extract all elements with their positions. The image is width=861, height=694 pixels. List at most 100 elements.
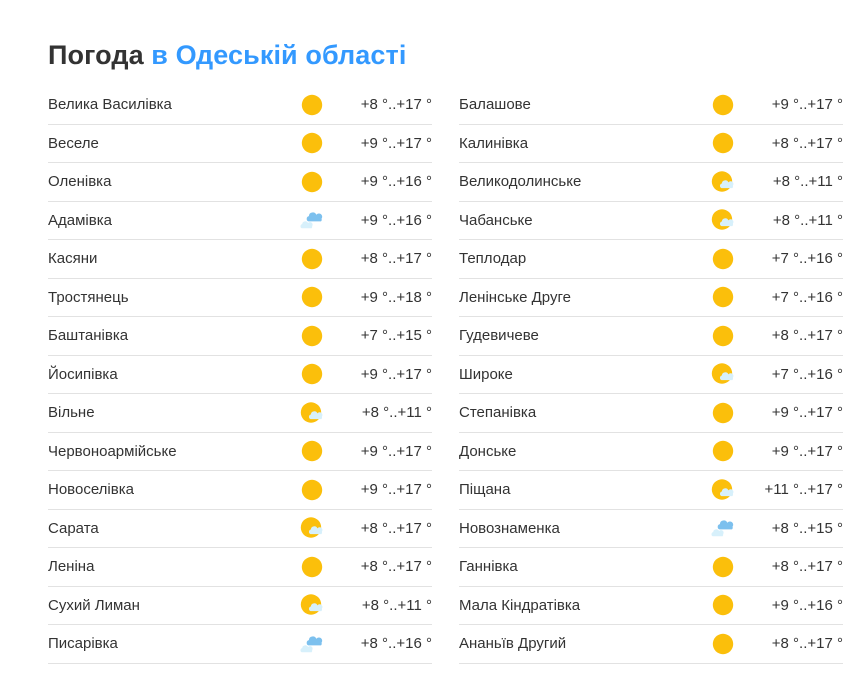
- weather-row[interactable]: Мала Кіндратівка +9 °..+16 °: [459, 586, 843, 625]
- temperature-range: +8 °..+17 °: [771, 635, 843, 653]
- weather-row[interactable]: Вільне +8 °..+11 °: [48, 394, 432, 433]
- sun-icon: [699, 432, 747, 470]
- sun-behind-cloud-icon: [288, 509, 336, 547]
- weather-row[interactable]: Сарата +8 °..+17 °: [48, 509, 432, 548]
- city-name[interactable]: Ганнівка: [459, 558, 518, 576]
- cloud-icon: [288, 625, 336, 663]
- temperature-range: +8 °..+11 °: [772, 211, 843, 229]
- temperature-range: +7 °..+16 °: [771, 288, 843, 306]
- weather-row[interactable]: Велика Василівка +8 °..+17 °: [48, 86, 432, 125]
- temperature-range: +8 °..+17 °: [771, 327, 843, 345]
- city-name[interactable]: Чабанське: [459, 211, 533, 229]
- sun-behind-cloud-icon: [288, 586, 336, 624]
- weather-row[interactable]: Новознаменка +8 °..+15 °: [459, 510, 843, 548]
- weather-row[interactable]: Червоноармійське +9 °..+17 °: [48, 433, 432, 471]
- city-name[interactable]: Леніна: [48, 558, 95, 576]
- sun-icon: [288, 471, 336, 509]
- city-name[interactable]: Червоноармійське: [48, 442, 177, 460]
- page-title: Погода в Одеській області: [48, 38, 406, 72]
- city-name[interactable]: Сарата: [48, 519, 99, 537]
- weather-row[interactable]: Баштанівка +7 °..+15 °: [48, 317, 432, 356]
- weather-row[interactable]: Чабанське +8 °..+11 °: [459, 201, 843, 240]
- weather-row[interactable]: Леніна +8 °..+17 °: [48, 548, 432, 587]
- temperature-range: +11 °..+17 °: [764, 481, 843, 499]
- sun-icon: [288, 355, 336, 393]
- city-name[interactable]: Тростянець: [48, 288, 129, 306]
- city-name[interactable]: Баштанівка: [48, 327, 129, 345]
- temperature-range: +9 °..+17 °: [771, 404, 843, 422]
- temperature-range: +9 °..+17 °: [360, 442, 432, 460]
- cloud-icon: [288, 201, 336, 239]
- weather-row[interactable]: Тростянець +9 °..+18 °: [48, 279, 432, 317]
- temperature-range: +7 °..+15 °: [360, 327, 432, 345]
- temperature-range: +8 °..+11 °: [361, 596, 432, 614]
- city-name[interactable]: Піщана: [459, 481, 511, 499]
- sun-icon: [288, 240, 336, 278]
- city-name[interactable]: Гудевичеве: [459, 327, 539, 345]
- temperature-range: +9 °..+18 °: [360, 288, 432, 306]
- weather-row[interactable]: Ленінське Друге +7 °..+16 °: [459, 278, 843, 317]
- temperature-range: +7 °..+16 °: [771, 365, 843, 383]
- weather-row[interactable]: Степанівка +9 °..+17 °: [459, 394, 843, 433]
- city-name[interactable]: Мала Кіндратівка: [459, 596, 581, 614]
- sun-icon: [699, 548, 747, 586]
- sun-icon: [699, 240, 747, 278]
- temperature-range: +9 °..+17 °: [360, 134, 432, 152]
- city-name[interactable]: Веселе: [48, 134, 99, 152]
- city-name[interactable]: Касяни: [48, 250, 98, 268]
- weather-row[interactable]: Йосипівка +9 °..+17 °: [48, 355, 432, 394]
- city-name[interactable]: Велика Василівка: [48, 96, 172, 114]
- weather-row[interactable]: Адамівка +9 °..+16 °: [48, 201, 432, 240]
- temperature-range: +8 °..+17 °: [360, 558, 432, 576]
- weather-row[interactable]: Ананьїв Другий +8 °..+17 °: [459, 625, 843, 664]
- sun-icon: [699, 86, 747, 124]
- city-name[interactable]: Теплодар: [459, 250, 527, 268]
- weather-row[interactable]: Широке +7 °..+16 °: [459, 355, 843, 394]
- city-name[interactable]: Новознаменка: [459, 519, 560, 537]
- weather-row[interactable]: Піщана +11 °..+17 °: [459, 471, 843, 510]
- sun-icon: [699, 586, 747, 624]
- sun-behind-cloud-icon: [699, 201, 747, 239]
- city-name[interactable]: Широке: [459, 365, 513, 383]
- weather-row[interactable]: Гудевичеве +8 °..+17 °: [459, 317, 843, 356]
- sun-icon: [699, 278, 747, 316]
- city-name[interactable]: Калинівка: [459, 134, 529, 152]
- temperature-range: +9 °..+17 °: [771, 442, 843, 460]
- weather-row[interactable]: Донське +9 °..+17 °: [459, 432, 843, 471]
- city-name[interactable]: Писарівка: [48, 635, 118, 653]
- weather-row[interactable]: Оленівка +9 °..+16 °: [48, 163, 432, 202]
- city-name[interactable]: Новоселівка: [48, 481, 134, 499]
- weather-row[interactable]: Веселе +9 °..+17 °: [48, 125, 432, 163]
- city-name[interactable]: Оленівка: [48, 173, 112, 191]
- weather-row[interactable]: Теплодар +7 °..+16 °: [459, 240, 843, 279]
- city-name[interactable]: Сухий Лиман: [48, 596, 140, 614]
- weather-row[interactable]: Касяни +8 °..+17 °: [48, 240, 432, 279]
- sun-icon: [288, 548, 336, 586]
- temperature-range: +8 °..+17 °: [771, 134, 843, 152]
- weather-row[interactable]: Балашове +9 °..+17 °: [459, 86, 843, 125]
- weather-row[interactable]: Новоселівка +9 °..+17 °: [48, 471, 432, 510]
- city-name[interactable]: Степанівка: [459, 404, 537, 422]
- sun-behind-cloud-icon: [699, 355, 747, 393]
- weather-row[interactable]: Ганнівка +8 °..+17 °: [459, 548, 843, 587]
- city-name[interactable]: Балашове: [459, 96, 531, 114]
- weather-row[interactable]: Калинівка +8 °..+17 °: [459, 125, 843, 163]
- city-name[interactable]: Ленінське Друге: [459, 288, 571, 306]
- weather-row[interactable]: Писарівка +8 °..+16 °: [48, 625, 432, 664]
- city-name[interactable]: Адамівка: [48, 211, 112, 229]
- temperature-range: +8 °..+16 °: [360, 635, 432, 653]
- temperature-range: +8 °..+17 °: [360, 96, 432, 114]
- weather-row[interactable]: Сухий Лиман +8 °..+11 °: [48, 586, 432, 625]
- temperature-range: +8 °..+17 °: [771, 558, 843, 576]
- city-name[interactable]: Йосипівка: [48, 365, 118, 383]
- temperature-range: +8 °..+15 °: [771, 519, 843, 537]
- sun-icon: [699, 625, 747, 663]
- city-name[interactable]: Великодолинське: [459, 173, 582, 191]
- city-name[interactable]: Ананьїв Другий: [459, 635, 567, 653]
- city-name[interactable]: Донське: [459, 442, 517, 460]
- page-title-region: в Одеській області: [151, 40, 407, 71]
- sun-icon: [288, 86, 336, 124]
- weather-row[interactable]: Великодолинське +8 °..+11 °: [459, 163, 843, 202]
- city-name[interactable]: Вільне: [48, 404, 95, 422]
